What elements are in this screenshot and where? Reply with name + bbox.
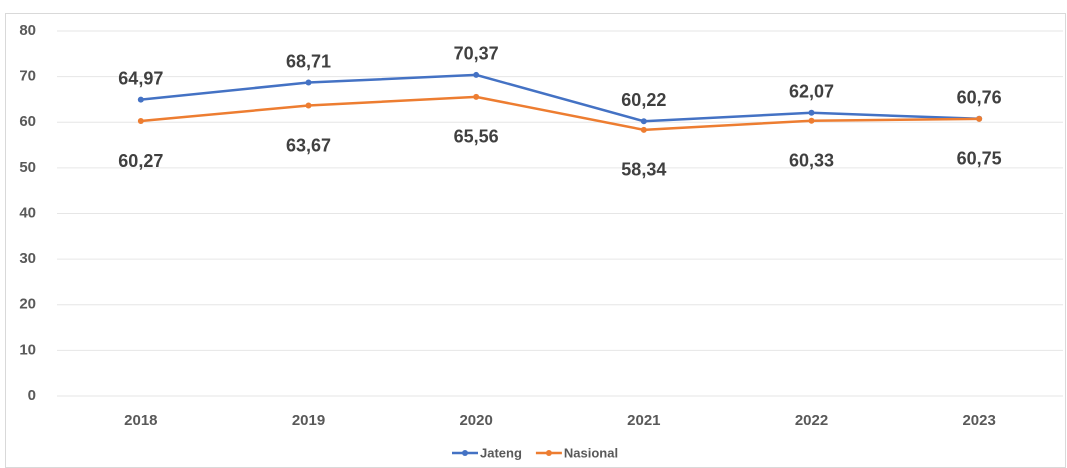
- point: [305, 79, 312, 86]
- legend-marker: [462, 450, 468, 456]
- y-tick-label: 10: [19, 341, 36, 358]
- chart-border: [5, 13, 1066, 468]
- data-label: 68,71: [286, 51, 331, 71]
- x-tick-label: 2018: [124, 412, 157, 429]
- x-tick-label: 2020: [459, 412, 492, 429]
- y-tick-label: 60: [19, 113, 36, 130]
- point: [976, 115, 983, 122]
- point: [808, 117, 815, 124]
- data-label: 64,97: [118, 68, 163, 88]
- x-tick-label: 2021: [627, 412, 660, 429]
- legend-label: Jateng: [480, 445, 522, 460]
- x-tick-label: 2023: [962, 412, 995, 429]
- x-tick-label: 2019: [292, 412, 325, 429]
- y-tick-label: 70: [19, 68, 36, 85]
- point: [473, 71, 480, 78]
- point: [808, 109, 815, 116]
- x-tick-label: 2022: [795, 412, 828, 429]
- data-label: 60,22: [621, 90, 666, 110]
- legend-marker: [545, 450, 552, 456]
- data-label: 70,37: [454, 44, 499, 64]
- point: [137, 118, 144, 125]
- data-label: 60,33: [789, 150, 834, 170]
- point: [473, 93, 480, 100]
- data-label: 65,56: [454, 127, 499, 147]
- y-tick-label: 40: [19, 204, 36, 221]
- data-label: 62,07: [789, 82, 834, 102]
- point: [640, 126, 647, 133]
- data-label: 60,27: [118, 151, 163, 171]
- legend-label: Nasional: [564, 445, 618, 460]
- y-tick-label: 50: [19, 159, 36, 176]
- y-tick-label: 20: [19, 296, 36, 313]
- data-label: 60,76: [957, 88, 1002, 108]
- y-tick-label: 0: [28, 387, 36, 404]
- data-label: 58,34: [621, 160, 666, 180]
- series-line: [140, 95, 980, 132]
- point: [305, 102, 312, 109]
- series-line: [140, 73, 980, 123]
- y-tick-label: 30: [19, 250, 36, 267]
- data-label: 60,75: [957, 149, 1002, 169]
- point: [137, 96, 144, 103]
- data-label: 63,67: [286, 135, 331, 155]
- point: [640, 118, 647, 125]
- y-tick-label: 80: [19, 22, 36, 39]
